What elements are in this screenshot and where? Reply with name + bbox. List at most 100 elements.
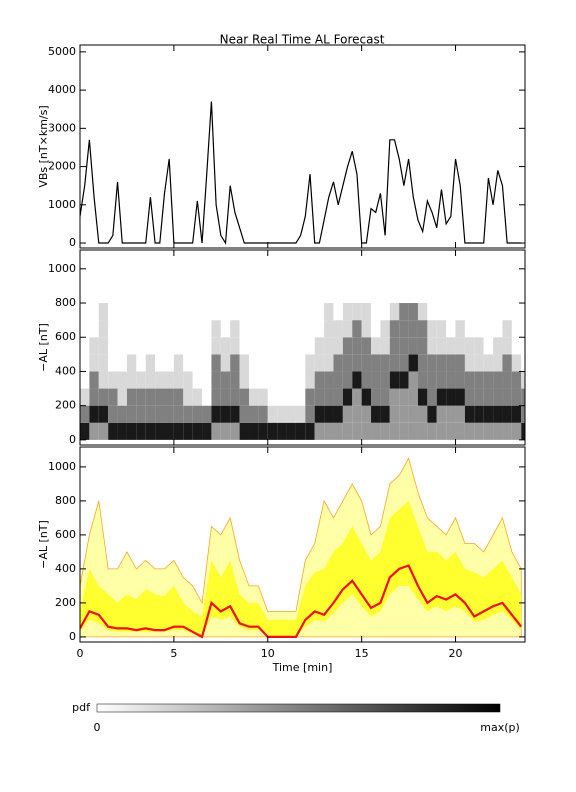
heat-cell	[258, 337, 268, 355]
heat-cell	[333, 388, 343, 406]
heat-cell	[136, 371, 146, 389]
heat-cell	[399, 337, 409, 355]
heat-cell	[511, 320, 522, 338]
heat-cell	[155, 388, 165, 406]
heat-cell	[455, 337, 465, 355]
heat-cell	[239, 320, 249, 338]
y-tick-label: 1000	[48, 198, 76, 211]
heat-cell	[408, 354, 418, 372]
heat-cell	[98, 388, 109, 406]
heat-cell	[446, 405, 456, 423]
heat-cell	[493, 354, 503, 372]
heat-cell	[286, 320, 296, 338]
heat-cell	[305, 422, 315, 440]
colorbar-label: pdf	[72, 701, 91, 714]
heat-cell	[464, 422, 475, 440]
heat-cell	[342, 388, 353, 406]
heat-cell	[474, 303, 484, 321]
heat-cell	[145, 303, 156, 321]
heat-cell	[192, 422, 203, 440]
heat-cell	[333, 422, 343, 440]
heat-cell	[389, 337, 400, 355]
heat-cell	[164, 422, 174, 440]
heat-cell	[80, 388, 90, 406]
heat-cell	[521, 405, 525, 423]
heat-cell	[493, 303, 503, 321]
heat-cell	[277, 354, 287, 372]
heat-cell	[230, 405, 240, 423]
x-tick-label: 0	[77, 647, 84, 660]
heat-cell	[155, 303, 165, 321]
heat-cell	[371, 337, 381, 355]
heat-cell	[511, 303, 522, 321]
heat-cell	[108, 354, 118, 372]
heat-cell	[98, 337, 109, 355]
heat-cell	[324, 337, 334, 355]
heat-cell	[436, 354, 447, 372]
heat-cell	[427, 371, 437, 389]
y-tick-label: 0	[69, 630, 76, 643]
heat-cell	[230, 303, 240, 321]
heat-cell	[511, 371, 522, 389]
heat-cell	[155, 422, 165, 440]
heat-cell	[417, 388, 428, 406]
heat-cell	[295, 354, 306, 372]
heat-cell	[155, 320, 165, 338]
heat-cell	[408, 405, 418, 423]
heat-cell	[324, 371, 334, 389]
heat-cell	[286, 371, 296, 389]
heat-cell	[371, 405, 381, 423]
heat-cell	[502, 337, 512, 355]
heat-cell	[183, 371, 193, 389]
heat-cell	[502, 405, 512, 423]
heat-cell	[436, 405, 447, 423]
heat-cell	[108, 371, 118, 389]
heat-cell	[220, 303, 231, 321]
heat-cell	[192, 388, 203, 406]
heat-cell	[464, 337, 475, 355]
heat-cell	[342, 354, 353, 372]
y-tick-label: 4000	[48, 83, 76, 96]
heat-cell	[474, 337, 484, 355]
heat-cell	[436, 422, 447, 440]
heat-cell	[295, 320, 306, 338]
heat-cell	[352, 354, 362, 372]
y-axis-label: −AL [nT]	[37, 520, 50, 569]
heat-cell	[248, 422, 259, 440]
heat-cell	[145, 354, 156, 372]
heat-cell	[202, 354, 212, 372]
heat-cell	[333, 405, 343, 423]
heat-cell	[183, 422, 193, 440]
y-tick-label: 800	[55, 494, 76, 507]
heat-cell	[211, 337, 221, 355]
heat-cell	[464, 371, 475, 389]
heat-cell	[371, 371, 381, 389]
heat-cell	[417, 371, 428, 389]
heat-cell	[220, 371, 231, 389]
heat-cell	[493, 388, 503, 406]
heat-cell	[211, 303, 221, 321]
heat-cell	[408, 422, 418, 440]
heat-cell	[80, 405, 90, 423]
heat-cell	[380, 388, 390, 406]
heat-cell	[267, 388, 278, 406]
heat-cell	[502, 371, 512, 389]
heat-cell	[126, 405, 137, 423]
heat-cell	[464, 388, 475, 406]
heat-cell	[361, 303, 372, 321]
heat-cell	[305, 405, 315, 423]
heat-cell	[314, 337, 325, 355]
heat-cell	[220, 337, 231, 355]
heat-cell	[314, 371, 325, 389]
heat-cell	[80, 354, 90, 372]
heat-cell	[117, 320, 127, 338]
frame	[79, 249, 526, 446]
heat-cell	[389, 388, 400, 406]
heat-cell	[324, 320, 334, 338]
heat-cell	[361, 405, 372, 423]
heat-cell	[455, 354, 465, 372]
heat-cell	[192, 405, 203, 423]
heat-cell	[126, 337, 137, 355]
heat-cell	[108, 405, 118, 423]
